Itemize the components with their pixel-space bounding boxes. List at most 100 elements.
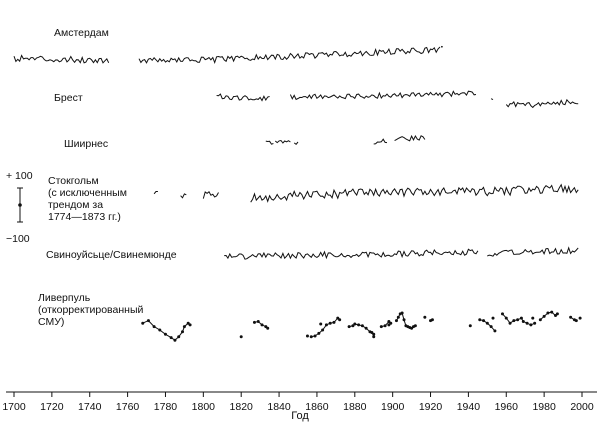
series-point: [338, 318, 342, 322]
series-point: [309, 335, 313, 339]
series-point: [531, 316, 535, 320]
series-point: [332, 320, 336, 324]
station-label: Амстердам: [54, 27, 109, 39]
series-line-segment: [490, 98, 494, 101]
x-tick-label: 1720: [40, 401, 64, 413]
station-label: Брест: [54, 92, 83, 104]
series-point: [546, 311, 550, 315]
series-line-segment: [265, 140, 274, 145]
series-line-segment: [293, 141, 299, 145]
station-label: СМУ): [38, 316, 64, 328]
series-point: [489, 325, 493, 329]
series-point: [372, 332, 376, 336]
series-point: [357, 323, 361, 327]
series-line-segment: [502, 313, 535, 326]
series-point: [482, 319, 486, 323]
station-label: (откорректированный: [38, 304, 143, 316]
series-point: [478, 318, 482, 322]
series-line-segment: [13, 54, 110, 64]
series-point: [402, 318, 406, 322]
x-tick-label: 1740: [78, 401, 102, 413]
x-tick-label: 1840: [267, 401, 291, 413]
series-line-segment: [202, 191, 219, 199]
x-tick-label: 1860: [305, 401, 329, 413]
series-point: [313, 334, 317, 338]
series-point: [423, 315, 427, 319]
x-tick-label: 1700: [2, 401, 26, 413]
series-line-segment: [311, 317, 341, 338]
series-point: [578, 316, 582, 320]
x-axis: 1700 1720 1740 1760 1780 1800 1820 1840 1860 1880…: [2, 391, 597, 413]
series-point: [516, 318, 520, 322]
station-label: Ливерпуль: [38, 292, 91, 304]
station-labels: Амстердам Брест Шиирнес Стокгольм(с исключе…: [38, 27, 177, 328]
series-point: [188, 323, 192, 327]
series-layer: [13, 45, 582, 342]
series-point: [400, 311, 404, 315]
series-point: [387, 323, 391, 327]
station-label: Свиноуйсьце/Свинемюнде: [46, 249, 177, 261]
series-point: [256, 320, 260, 323]
series-point: [372, 335, 376, 339]
series-point: [163, 332, 167, 336]
series-3: [153, 183, 579, 203]
series-2: [265, 134, 426, 145]
series-line-segment: [274, 139, 291, 144]
series-point: [324, 323, 328, 327]
series-line-segment: [180, 193, 187, 199]
series-point: [550, 310, 554, 314]
series-point: [317, 331, 321, 335]
x-tick-label: 1800: [192, 401, 216, 413]
series-point: [555, 312, 559, 316]
series-point: [493, 329, 497, 333]
series-point: [394, 319, 398, 323]
series-point: [169, 336, 173, 340]
series-4: [224, 246, 579, 260]
x-axis-title: Год: [291, 410, 309, 422]
series-point: [364, 326, 368, 330]
x-tick-label: 1960: [495, 401, 519, 413]
series-line-segment: [394, 134, 426, 142]
series-point: [379, 325, 383, 329]
series-line-segment: [250, 183, 579, 203]
x-tick-label: 1820: [230, 401, 254, 413]
series-point: [521, 320, 525, 323]
series-5: [141, 310, 582, 342]
station-label: Стокгольм: [48, 175, 99, 187]
series-point: [468, 324, 472, 328]
series-point: [328, 321, 332, 325]
series-point: [383, 324, 387, 328]
series-point: [146, 319, 150, 323]
series-point: [158, 328, 162, 332]
series-0: [13, 45, 443, 64]
series-line-segment: [224, 248, 479, 260]
series-point: [430, 318, 434, 322]
x-tick-label: 1900: [381, 401, 405, 413]
x-tick-label: 1940: [457, 401, 481, 413]
series-point: [321, 328, 325, 332]
series-point: [574, 319, 578, 323]
series-point: [260, 323, 264, 327]
series-point: [413, 324, 417, 328]
x-tick-label: 1880: [343, 401, 367, 413]
series-point: [542, 314, 546, 318]
series-point: [533, 321, 537, 325]
series-line-segment: [153, 191, 158, 195]
series-point: [252, 320, 256, 324]
series-line-segment: [373, 138, 388, 145]
x-tick-label: 1980: [532, 401, 556, 413]
series-1: [216, 90, 579, 109]
series-point: [500, 312, 504, 316]
station-label: (с исключенным: [48, 187, 127, 199]
series-point: [177, 335, 181, 339]
series-point: [141, 321, 145, 325]
series-point: [569, 315, 573, 319]
series-point: [360, 324, 364, 328]
series-line-segment: [487, 246, 579, 257]
series-point: [319, 322, 323, 326]
series-point: [173, 338, 177, 342]
x-tick-label: 1760: [116, 401, 140, 413]
scale-bar-center-dot: [18, 203, 22, 207]
series-point: [181, 330, 185, 334]
